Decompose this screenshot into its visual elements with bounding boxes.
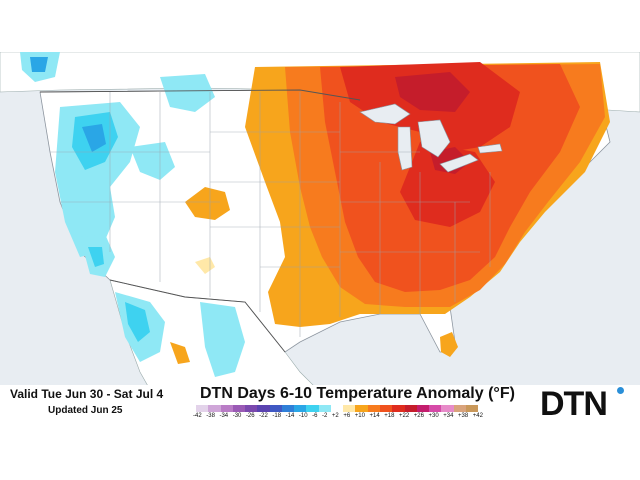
dtn-logo: DTN <box>540 385 608 423</box>
scale-swatch <box>220 405 233 412</box>
scale-swatch <box>208 405 221 412</box>
scale-tick-label: -34 <box>219 413 229 419</box>
scale-tick-label: -18 <box>272 413 282 419</box>
updated-date: Updated Jun 25 <box>48 405 123 416</box>
warm-spot-3 <box>170 342 190 364</box>
state-borders <box>50 92 491 337</box>
map-title: DTN Days 6-10 Temperature Anomaly (°F) <box>200 385 515 402</box>
scale-swatch <box>392 405 405 412</box>
lake-superior <box>359 103 411 125</box>
scale-swatch <box>404 405 417 412</box>
us-canada-border <box>39 89 361 101</box>
cool-light-3 <box>130 142 175 180</box>
us-mexico-border <box>109 279 286 353</box>
scale-tick-label: -6 <box>312 413 318 419</box>
scale-swatch <box>294 405 307 412</box>
cool-light-6 <box>200 302 245 377</box>
lake-huron <box>417 119 451 158</box>
scale-tick-label: +6 <box>343 413 351 419</box>
scale-swatch <box>367 405 380 412</box>
color-scale <box>196 405 479 412</box>
scale-swatch <box>330 405 344 412</box>
scale-tick-label: +10 <box>354 413 365 419</box>
legend-footer: Valid Tue Jun 30 - Sat Jul 4 Updated Jun… <box>0 385 640 425</box>
warm-spot-1 <box>185 187 230 220</box>
warm-dark-red <box>395 72 470 112</box>
scale-tick-label: +26 <box>413 413 424 419</box>
scale-swatch <box>306 405 319 412</box>
scale-swatch <box>441 405 454 412</box>
scale-tick-label: +38 <box>457 413 469 419</box>
warm-red-2 <box>400 142 495 227</box>
scale-tick-label: +2 <box>331 413 339 419</box>
scale-swatch <box>343 405 356 412</box>
scale-tick-label: -2 <box>322 413 328 419</box>
scale-swatch <box>196 405 209 412</box>
scale-tick-label: -14 <box>285 413 295 419</box>
scale-swatch <box>318 405 331 412</box>
cool-mid-3 <box>125 302 150 342</box>
scale-swatch <box>257 405 270 412</box>
scale-tick-label: +14 <box>369 413 380 419</box>
scale-swatch <box>245 405 258 412</box>
scale-swatch <box>269 405 282 412</box>
scale-tick-label: +18 <box>384 413 395 419</box>
scale-tick-label: +42 <box>472 413 483 419</box>
scale-swatch <box>355 405 368 412</box>
logo-dot-icon <box>617 387 624 394</box>
scale-tick-label: +22 <box>398 413 410 419</box>
cool-light-2 <box>160 74 215 112</box>
scale-tick-label: -38 <box>206 413 215 419</box>
scale-swatch <box>379 405 393 412</box>
lake-ontario <box>477 143 503 154</box>
valid-dates: Valid Tue Jun 30 - Sat Jul 4 <box>10 387 164 401</box>
temperature-anomaly-map <box>0 52 640 425</box>
scale-tick-label: -26 <box>245 413 255 419</box>
scale-tick-label: +34 <box>443 413 454 419</box>
scale-swatch <box>416 405 430 412</box>
scale-ticks: -42 -38 -34 -30 -26 -22 -18 -14 -10 -6 -2 +2 +6 +10 +1… <box>193 413 483 419</box>
scale-tick-label: -30 <box>232 413 242 419</box>
map-frame <box>0 52 640 425</box>
scale-tick-label: -10 <box>298 413 308 419</box>
warm-florida <box>440 332 458 357</box>
scale-tick-label: -42 <box>193 413 202 419</box>
scale-swatch <box>281 405 295 412</box>
scale-swatch <box>465 405 479 412</box>
scale-swatch <box>429 405 442 412</box>
scale-tick-label: +30 <box>428 413 439 419</box>
scale-swatch <box>453 405 466 412</box>
cool-dark-1 <box>82 124 106 152</box>
scale-swatch <box>232 405 246 412</box>
cool-mid-2 <box>88 247 104 267</box>
cool-mid-4 <box>30 57 48 72</box>
lake-michigan <box>397 126 413 171</box>
lake-erie <box>439 153 479 173</box>
scale-tick-label: -22 <box>259 413 268 419</box>
